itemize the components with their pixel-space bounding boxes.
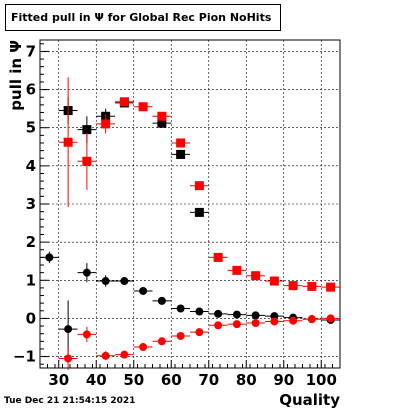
data-point-circle bbox=[232, 320, 241, 329]
data-point-circle bbox=[120, 277, 129, 286]
data-point-square bbox=[232, 265, 242, 275]
series-1 bbox=[58, 77, 340, 292]
data-point-square bbox=[176, 149, 186, 159]
data-point-square bbox=[138, 102, 148, 112]
y-tick-label: 2 bbox=[26, 233, 36, 251]
x-axis-label: Quality bbox=[279, 391, 340, 409]
data-point-circle bbox=[45, 253, 54, 262]
x-tick-label: 40 bbox=[86, 371, 107, 389]
data-point-square bbox=[194, 207, 204, 217]
x-tick-label: 80 bbox=[236, 371, 257, 389]
timestamp: Tue Dec 21 21:54:15 2021 bbox=[4, 396, 136, 406]
data-point-circle bbox=[139, 343, 148, 352]
data-point-circle bbox=[101, 351, 110, 360]
data-point-circle bbox=[232, 310, 241, 319]
data-point-square bbox=[157, 111, 167, 121]
data-point-circle bbox=[251, 318, 260, 327]
y-tick-label: 0 bbox=[26, 309, 36, 327]
data-point-circle bbox=[214, 309, 223, 318]
x-tick-label: 30 bbox=[48, 371, 69, 389]
series-3 bbox=[58, 314, 340, 370]
data-point-circle bbox=[101, 277, 110, 286]
data-point-square bbox=[194, 181, 204, 191]
data-point-circle bbox=[176, 331, 185, 340]
data-point-circle bbox=[157, 337, 166, 346]
tick-layer: 30 40 50 60 70 80 90 100 −1 0 1 2 3 4 5 6 7 bbox=[13, 42, 341, 389]
data-point-circle bbox=[251, 311, 260, 320]
y-axis-label: pull in Ψ bbox=[7, 40, 25, 111]
data-point-circle bbox=[120, 350, 129, 359]
x-tick-label: 90 bbox=[273, 371, 294, 389]
series-layer bbox=[40, 77, 340, 370]
y-tick-label: 7 bbox=[26, 42, 36, 60]
x-tick-label: 100 bbox=[306, 371, 337, 389]
data-point-square bbox=[213, 252, 223, 262]
x-tick-label: 60 bbox=[161, 371, 182, 389]
data-point-circle bbox=[82, 268, 91, 277]
x-tick-label: 70 bbox=[198, 371, 219, 389]
title-box: Fitted pull in Ψ for Global Rec Pion NoH… bbox=[5, 4, 281, 31]
data-point-square bbox=[119, 97, 129, 107]
data-point-square bbox=[288, 281, 298, 291]
data-point-circle bbox=[326, 314, 335, 323]
series-2 bbox=[40, 251, 340, 358]
y-tick-label: 4 bbox=[26, 157, 36, 175]
chart-title: Fitted pull in Ψ for Global Rec Pion NoH… bbox=[11, 11, 272, 24]
data-point-circle bbox=[307, 315, 316, 324]
y-tick-label: 1 bbox=[26, 271, 36, 289]
y-tick-label: 5 bbox=[26, 119, 36, 137]
data-point-square bbox=[63, 137, 73, 147]
y-tick-label: 3 bbox=[26, 195, 36, 213]
data-point-circle bbox=[289, 316, 298, 325]
data-point-circle bbox=[64, 325, 73, 334]
data-point-circle bbox=[214, 321, 223, 330]
data-point-square bbox=[326, 282, 336, 292]
x-tick-label: 50 bbox=[123, 371, 144, 389]
data-point-circle bbox=[157, 296, 166, 305]
data-point-square bbox=[157, 118, 167, 128]
data-point-circle bbox=[270, 317, 279, 326]
data-point-circle bbox=[195, 307, 204, 316]
y-tick-label: −1 bbox=[13, 348, 36, 366]
data-point-circle bbox=[82, 330, 91, 339]
data-point-square bbox=[176, 138, 186, 148]
data-point-circle bbox=[176, 304, 185, 313]
data-point-square bbox=[82, 125, 92, 135]
y-tick-label: 6 bbox=[26, 81, 36, 99]
data-point-square bbox=[251, 271, 261, 281]
data-point-circle bbox=[64, 354, 73, 363]
data-point-square bbox=[269, 276, 279, 286]
data-point-square bbox=[82, 156, 92, 166]
grid-layer bbox=[40, 40, 340, 368]
data-point-circle bbox=[139, 286, 148, 295]
data-point-square bbox=[307, 281, 317, 291]
data-point-circle bbox=[195, 328, 204, 337]
data-point-square bbox=[101, 119, 111, 129]
